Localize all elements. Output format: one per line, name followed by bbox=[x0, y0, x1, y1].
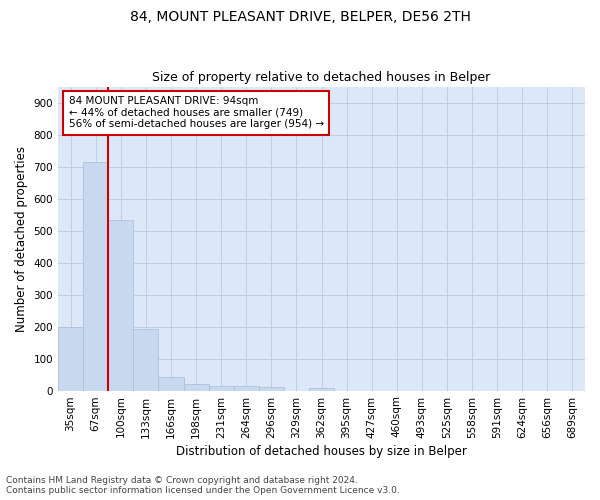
Text: Contains HM Land Registry data © Crown copyright and database right 2024.
Contai: Contains HM Land Registry data © Crown c… bbox=[6, 476, 400, 495]
Text: 84, MOUNT PLEASANT DRIVE, BELPER, DE56 2TH: 84, MOUNT PLEASANT DRIVE, BELPER, DE56 2… bbox=[130, 10, 470, 24]
Y-axis label: Number of detached properties: Number of detached properties bbox=[15, 146, 28, 332]
Bar bbox=[259, 388, 284, 390]
Bar bbox=[83, 162, 108, 390]
Bar bbox=[58, 326, 83, 390]
X-axis label: Distribution of detached houses by size in Belper: Distribution of detached houses by size … bbox=[176, 444, 467, 458]
Bar bbox=[233, 386, 259, 390]
Title: Size of property relative to detached houses in Belper: Size of property relative to detached ho… bbox=[152, 72, 491, 85]
Bar bbox=[108, 220, 133, 390]
Bar bbox=[309, 388, 334, 390]
Bar bbox=[133, 329, 158, 390]
Bar bbox=[184, 384, 209, 390]
Text: 84 MOUNT PLEASANT DRIVE: 94sqm
← 44% of detached houses are smaller (749)
56% of: 84 MOUNT PLEASANT DRIVE: 94sqm ← 44% of … bbox=[68, 96, 324, 130]
Bar bbox=[158, 377, 184, 390]
Bar bbox=[209, 386, 233, 390]
